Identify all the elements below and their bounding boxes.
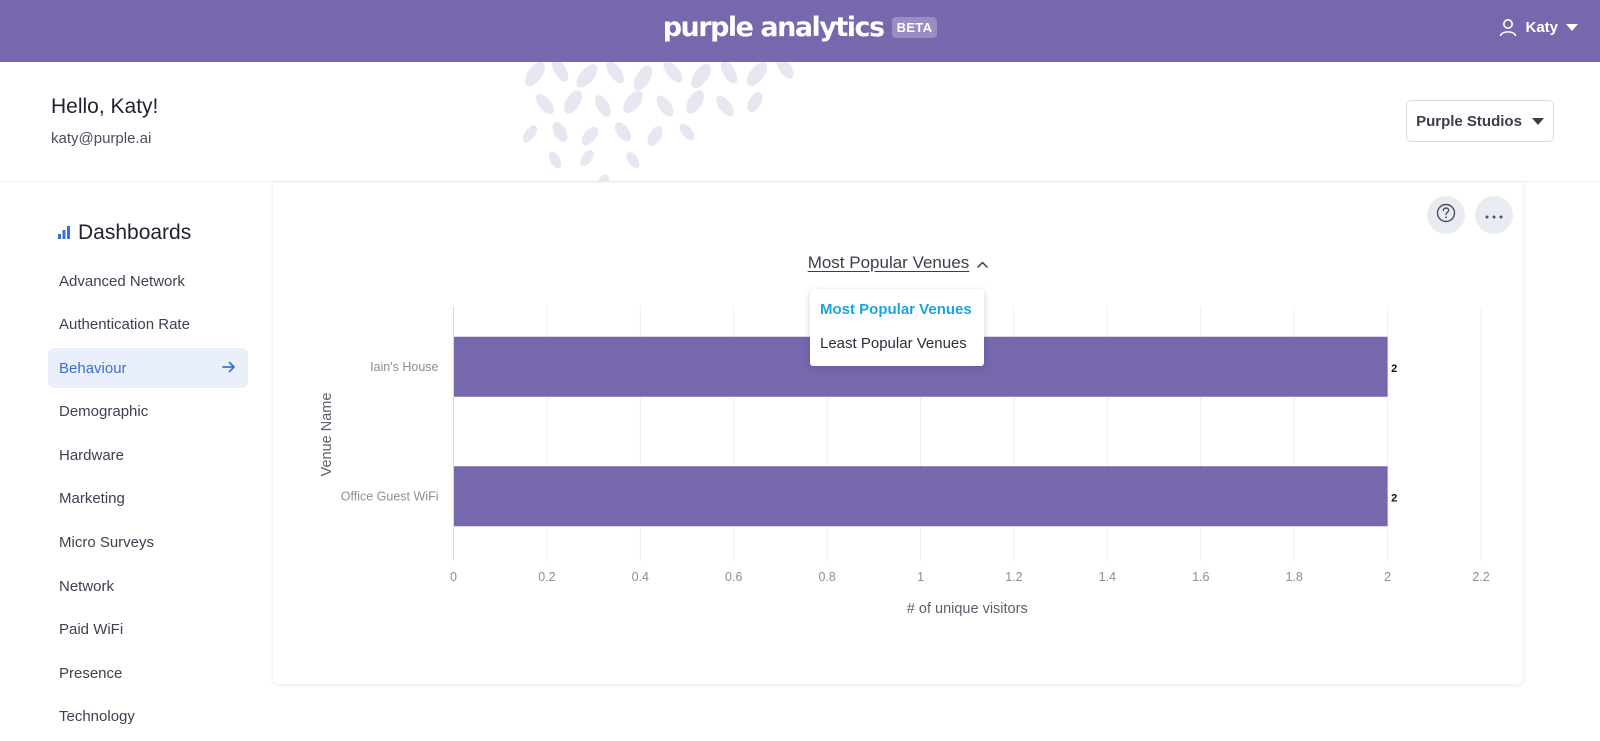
x-tick-label: 0: [450, 570, 457, 584]
sidebar-item-demographic[interactable]: Demographic: [59, 403, 149, 421]
brand-logo[interactable]: purple analytics: [662, 12, 885, 43]
user-icon: [1499, 18, 1517, 37]
x-tick-label: 1.4: [1099, 570, 1116, 584]
x-tick-label: 0.8: [818, 570, 835, 584]
brand: purple analytics BETA: [0, 12, 1600, 43]
sidebar-item-behaviour[interactable]: Behaviour: [48, 348, 248, 389]
sidebar-item-presence[interactable]: Presence: [59, 664, 123, 682]
more-options-button[interactable]: [1475, 196, 1513, 234]
sidebar: Dashboards Advanced Network Authenticati…: [0, 183, 270, 728]
help-button[interactable]: [1427, 196, 1465, 234]
x-tick-label: 1: [917, 570, 924, 584]
sidebar-item-network[interactable]: Network: [59, 577, 115, 595]
chart-view-selector: Most Popular Venues: [273, 253, 1523, 273]
ellipsis-icon: [1485, 206, 1503, 224]
bar-chart-icon: [58, 221, 70, 245]
x-tick-label: 2: [1384, 570, 1391, 584]
beta-badge: BETA: [891, 17, 938, 38]
x-tick-label: 1.8: [1285, 570, 1302, 584]
bar: [454, 466, 1388, 527]
organization-selector[interactable]: Purple Studios: [1406, 100, 1554, 142]
chevron-down-icon: [1566, 23, 1578, 32]
user-name[interactable]: Katy: [1525, 19, 1558, 36]
x-tick-label: 1.2: [1005, 570, 1022, 584]
chevron-down-icon: [1531, 113, 1544, 130]
bar-data-label: 2: [1391, 363, 1397, 375]
top-bar: purple analytics BETA Katy: [0, 0, 1600, 62]
chevron-up-icon: [977, 253, 989, 273]
sidebar-item-advanced-network[interactable]: Advanced Network: [59, 272, 185, 290]
sidebar-item-hardware[interactable]: Hardware: [59, 446, 125, 464]
sidebar-item-micro-surveys[interactable]: Micro Surveys: [59, 534, 155, 552]
sidebar-item-marketing[interactable]: Marketing: [59, 490, 125, 508]
y-category-label: Iain's House: [370, 360, 438, 374]
user-menu[interactable]: Katy: [1499, 18, 1578, 37]
page-header: Hello, Katy! katy@purple.ai: [0, 62, 1600, 182]
leaf-pattern-decoration: [522, 62, 794, 181]
sidebar-item-paid-wifi[interactable]: Paid WiFi: [59, 621, 124, 639]
y-axis-title: Venue Name: [319, 393, 335, 477]
sidebar-item-technology[interactable]: Technology: [59, 708, 135, 726]
sidebar-title: Dashboards: [58, 221, 191, 245]
x-tick-label: 0.6: [725, 570, 742, 584]
user-email: katy@purple.ai: [51, 130, 152, 147]
x-tick-label: 0.2: [538, 570, 555, 584]
chart-view-label: Most Popular Venues: [807, 253, 970, 272]
chart-card: Most Popular Venues Most Popular Venues …: [273, 183, 1523, 684]
bar-data-label: 2: [1391, 492, 1397, 504]
sidebar-item-authentication-rate[interactable]: Authentication Rate: [59, 316, 190, 334]
chart-view-dropdown: Most Popular Venues Least Popular Venues: [810, 289, 984, 366]
organization-name: Purple Studios: [1416, 112, 1522, 130]
sidebar-nav: Advanced Network Authentication Rate Beh…: [48, 261, 248, 741]
x-tick-label: 1.6: [1192, 570, 1209, 584]
dropdown-option-most-popular[interactable]: Most Popular Venues: [820, 301, 972, 318]
x-tick-label: 2.2: [1472, 570, 1489, 584]
help-icon: [1436, 203, 1456, 228]
x-tick-label: 0.4: [632, 570, 649, 584]
x-axis-title: # of unique visitors: [907, 601, 1028, 617]
chart-view-toggle[interactable]: Most Popular Venues: [808, 253, 989, 273]
greeting: Hello, Katy!: [51, 95, 159, 118]
dropdown-option-least-popular[interactable]: Least Popular Venues: [820, 335, 967, 352]
bar-chart: 0 0.2 0.4 0.6 0.8 1 1.2 1.4 1.6 1.8 2 2.2 Iain's Hou…: [319, 306, 1490, 617]
arrow-right-icon: [222, 360, 236, 377]
y-category-label: Office Guest WiFi: [341, 489, 439, 503]
